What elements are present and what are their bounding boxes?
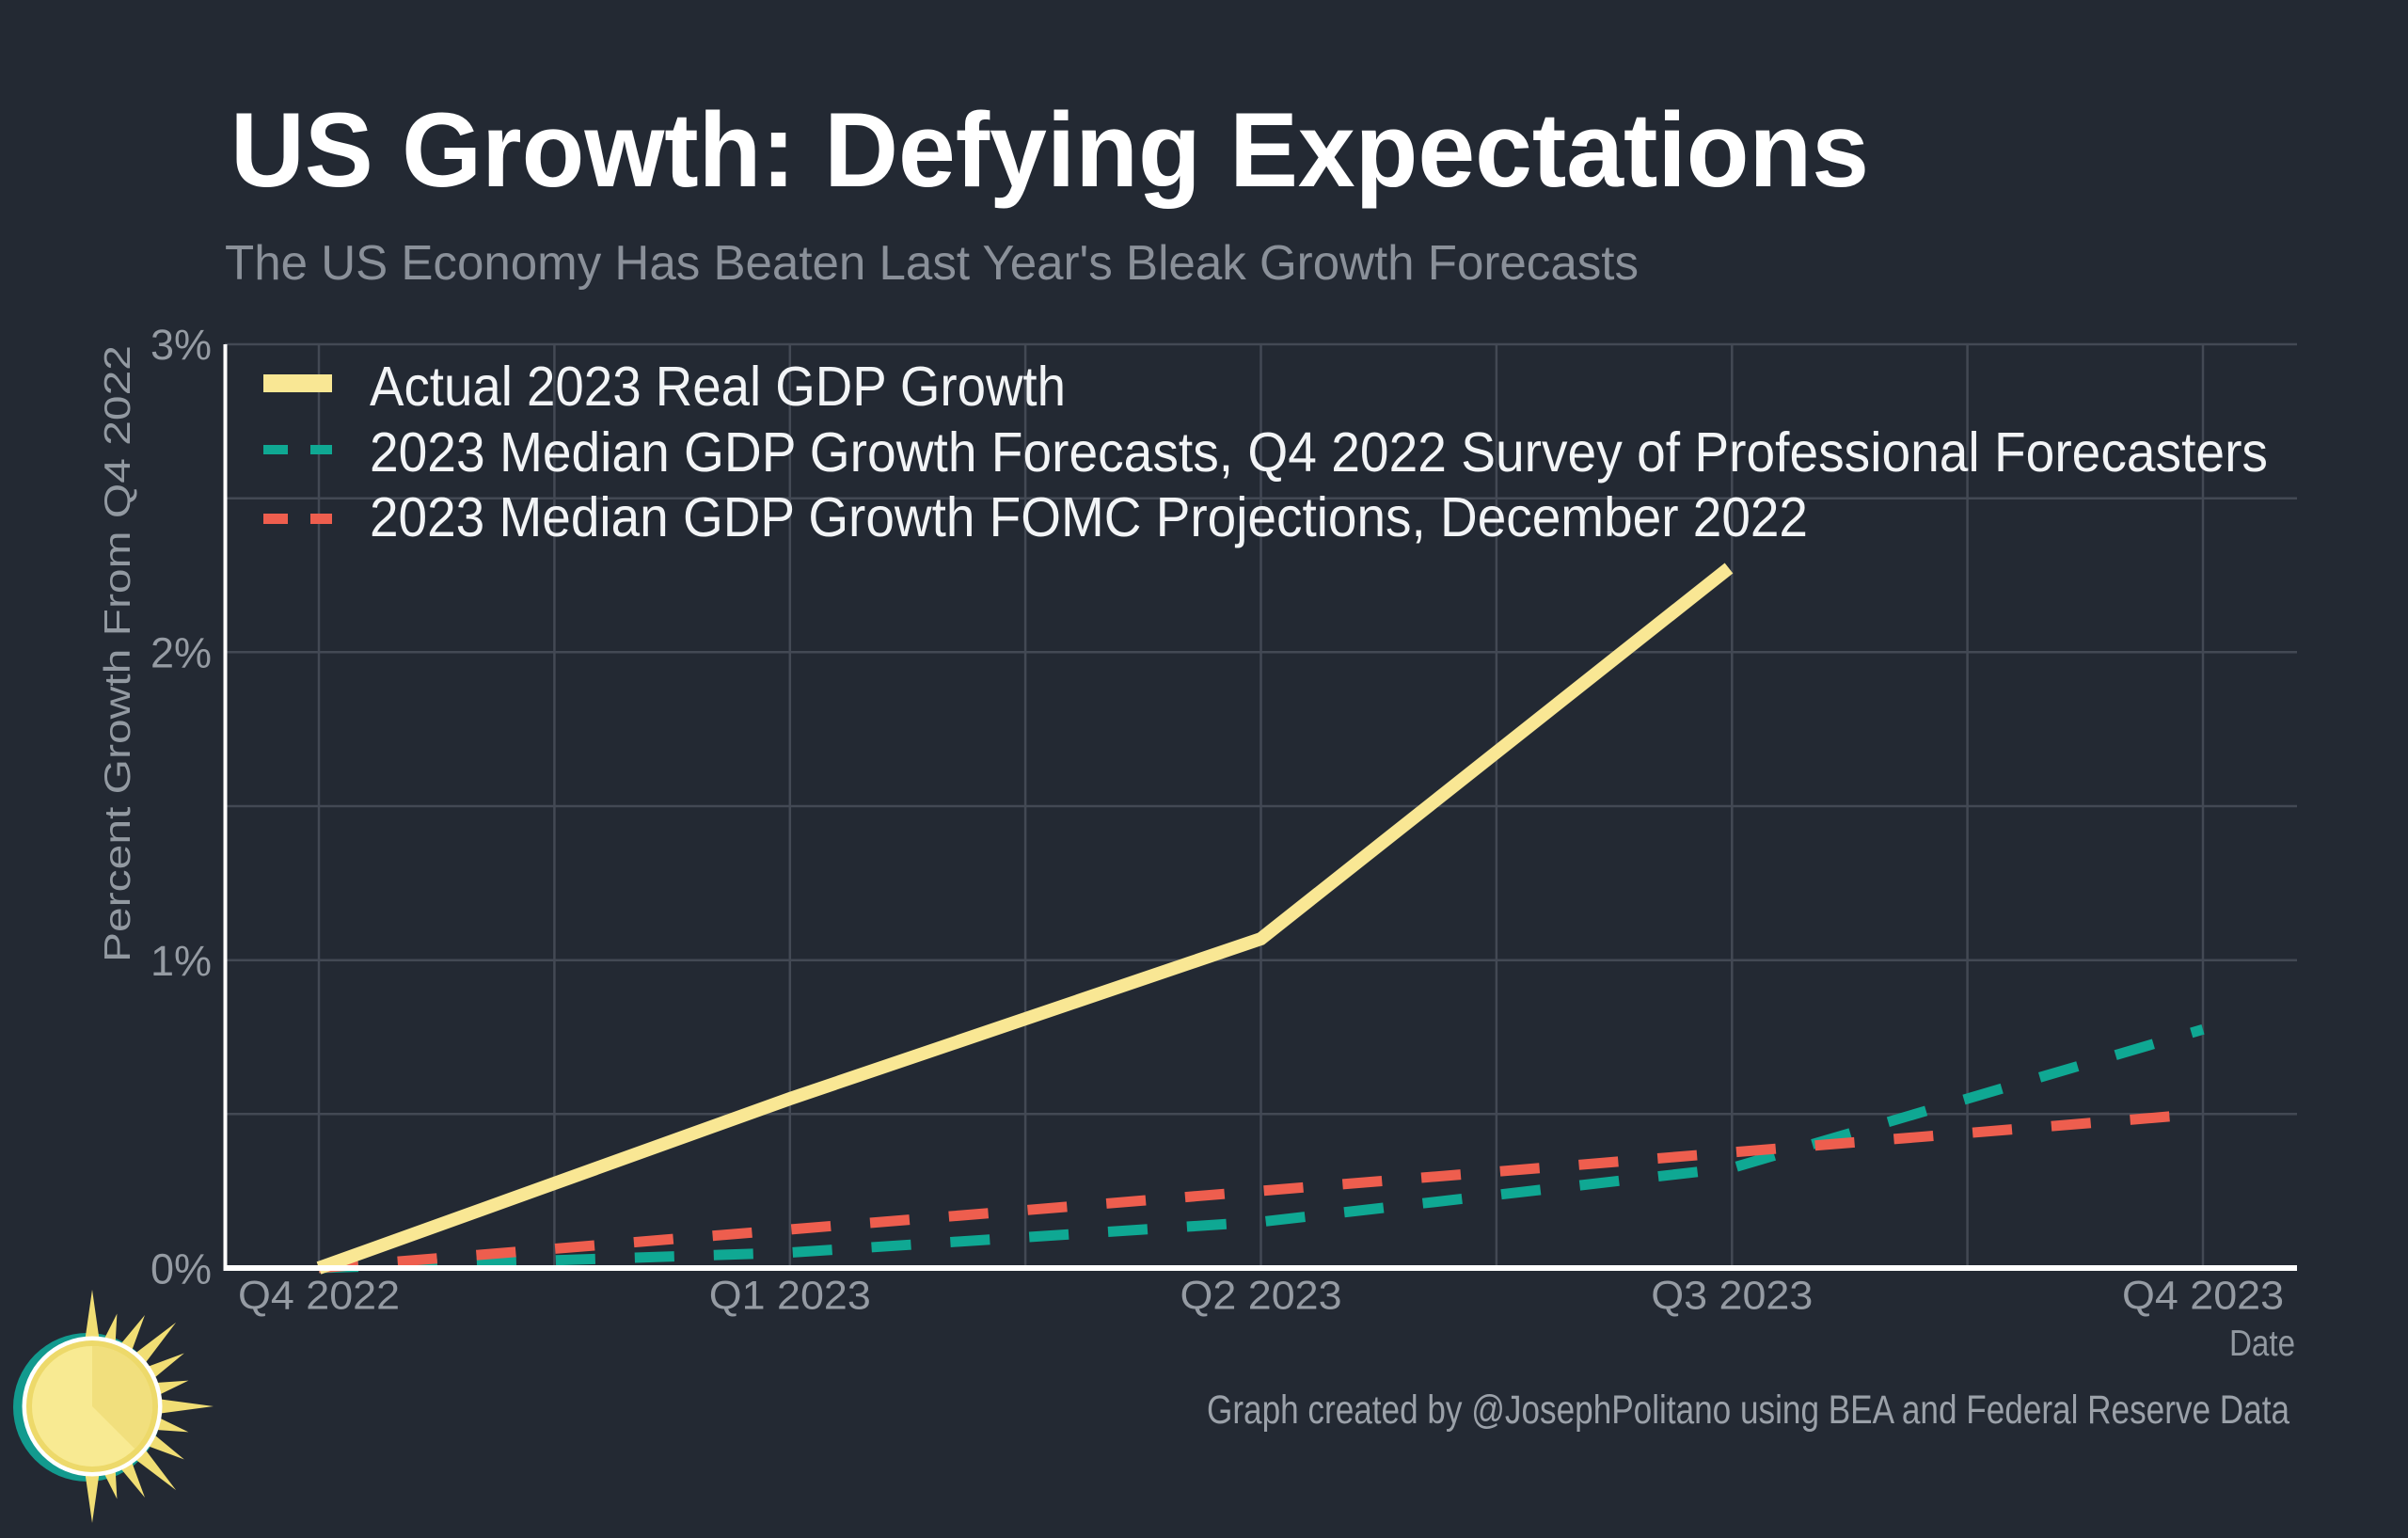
svg-text:Q4 2023: Q4 2023 <box>2122 1274 2284 1319</box>
svg-text:2023 Median GDP Growth Forecas: 2023 Median GDP Growth Forecasts, Q4 202… <box>370 421 2268 484</box>
svg-text:2023 Median GDP Growth FOMC Pr: 2023 Median GDP Growth FOMC Projections,… <box>370 486 1808 548</box>
svg-text:1%: 1% <box>150 937 212 985</box>
svg-text:2%: 2% <box>150 629 212 677</box>
svg-text:0%: 0% <box>150 1245 212 1293</box>
svg-text:The US Economy Has Beaten Last: The US Economy Has Beaten Last Year's Bl… <box>225 236 1639 291</box>
svg-text:Actual 2023 Real GDP Growth: Actual 2023 Real GDP Growth <box>370 356 1066 418</box>
svg-text:Date: Date <box>2229 1324 2295 1364</box>
svg-text:Q4 2022: Q4 2022 <box>238 1274 400 1319</box>
svg-text:Percent Growth From Q4 2022: Percent Growth From Q4 2022 <box>98 345 138 962</box>
svg-text:Q3 2023: Q3 2023 <box>1651 1274 1813 1319</box>
svg-text:Q1 2023: Q1 2023 <box>709 1274 871 1319</box>
svg-text:US Growth: Defying Expectation: US Growth: Defying Expectations <box>230 91 1869 209</box>
svg-text:Q2 2023: Q2 2023 <box>1180 1274 1342 1319</box>
svg-text:3%: 3% <box>150 321 212 369</box>
svg-text:Graph created by @JosephPolita: Graph created by @JosephPolitano using B… <box>1207 1387 2289 1433</box>
